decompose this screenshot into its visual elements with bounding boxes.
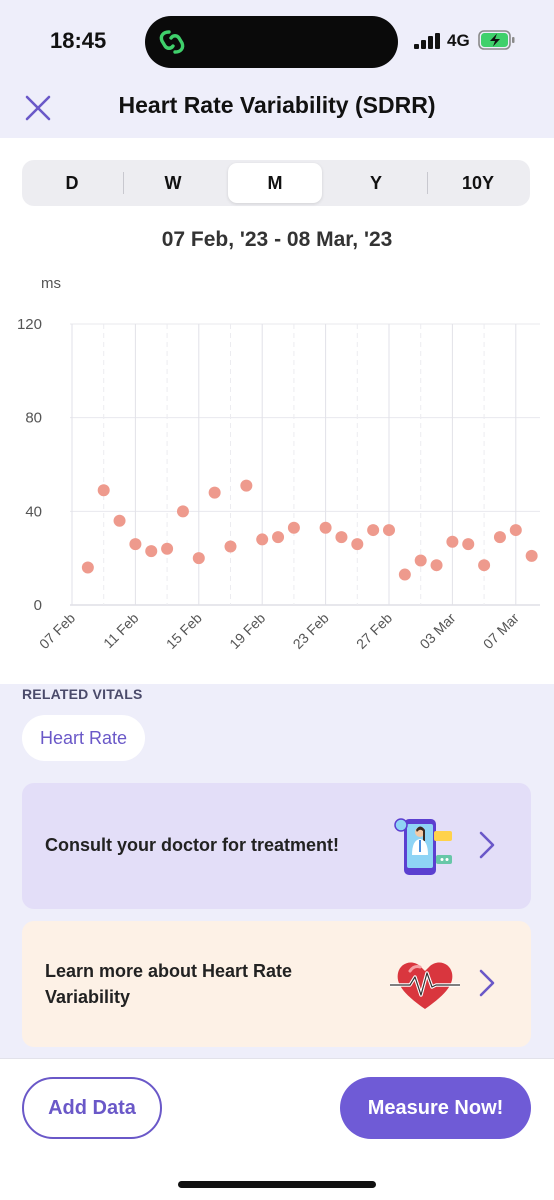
hrv-scatter-chart: 0 40 80 120 07 Feb 11 Feb 15 Feb 19 Feb 23 Feb 2… <box>17 275 540 652</box>
chevron-right-icon <box>479 969 495 997</box>
tab-week[interactable]: W <box>164 172 182 193</box>
data-point[interactable] <box>335 531 348 544</box>
header: Heart Rate Variability (SDRR) <box>0 80 554 138</box>
data-point[interactable] <box>113 514 126 527</box>
data-point[interactable] <box>145 545 158 558</box>
network-label: 4G <box>447 31 470 50</box>
dynamic-island <box>145 16 398 68</box>
data-point[interactable] <box>478 559 491 572</box>
data-point[interactable] <box>351 538 364 551</box>
data-point[interactable] <box>97 484 110 497</box>
x-tick-label: 23 Feb <box>290 610 332 652</box>
x-tick-label: 07 Feb <box>36 610 78 652</box>
related-vitals-label: RELATED VITALS <box>22 686 143 702</box>
data-point[interactable] <box>446 535 459 548</box>
consult-doctor-card[interactable]: Consult your doctor for treatment! <box>22 783 531 909</box>
data-point[interactable] <box>176 505 189 518</box>
tab-day[interactable]: D <box>65 172 79 193</box>
x-tick-label: 27 Feb <box>353 610 395 652</box>
data-point[interactable] <box>240 479 253 492</box>
chevron-right-icon <box>479 831 495 859</box>
data-point[interactable] <box>367 524 380 537</box>
y-tick-label: 120 <box>17 316 42 333</box>
data-point[interactable] <box>398 568 411 581</box>
data-point[interactable] <box>192 552 205 565</box>
status-time: 18:45 <box>50 28 107 53</box>
data-point[interactable] <box>525 549 538 562</box>
data-point[interactable] <box>256 533 269 546</box>
data-point[interactable] <box>224 540 237 553</box>
y-tick-label: 40 <box>25 503 42 520</box>
x-tick-label: 19 Feb <box>226 610 268 652</box>
data-point[interactable] <box>208 486 221 499</box>
y-tick-label: 0 <box>34 597 42 614</box>
doctor-phone-icon <box>394 818 452 875</box>
learn-hrv-text: Learn more about Heart Rate Variability <box>45 961 293 1007</box>
data-point[interactable] <box>493 531 506 544</box>
chart-card: D W M Y 10Y 07 Feb, '23 - 08 Mar, '23 0 4… <box>0 138 554 684</box>
x-tick-label: 15 Feb <box>163 610 205 652</box>
data-point[interactable] <box>509 524 522 537</box>
data-point[interactable] <box>414 554 427 567</box>
segment-divider <box>123 172 124 194</box>
app-link-icon <box>159 30 185 54</box>
tab-year[interactable]: Y <box>369 172 382 193</box>
data-point[interactable] <box>272 531 285 544</box>
home-indicator <box>178 1181 376 1188</box>
signal-bars-icon <box>414 33 440 49</box>
y-tick-label: 80 <box>25 410 42 427</box>
tab-10-years[interactable]: 10Y <box>461 172 495 193</box>
measure-now-button[interactable]: Measure Now! <box>340 1077 531 1139</box>
x-tick-label: 03 Mar <box>416 610 458 652</box>
date-range: 07 Feb, '23 - 08 Mar, '23 <box>161 228 393 251</box>
status-bar: 18:45 4G <box>0 0 554 80</box>
data-point[interactable] <box>287 521 300 534</box>
tab-month[interactable]: M <box>228 163 322 203</box>
close-button[interactable] <box>20 90 56 126</box>
consult-doctor-text: Consult your doctor for treatment! <box>45 835 340 855</box>
heart-pulse-icon <box>390 962 460 1009</box>
data-point[interactable] <box>129 538 142 551</box>
y-axis-label: ms <box>41 275 61 292</box>
data-point[interactable] <box>430 559 443 572</box>
data-point[interactable] <box>319 521 332 534</box>
battery-charging-icon <box>478 30 515 50</box>
x-tick-label: 07 Mar <box>480 610 522 652</box>
data-point[interactable] <box>81 561 94 574</box>
bottom-action-bar: Add Data Measure Now! <box>0 1058 554 1200</box>
range-selector: D W M Y 10Y <box>22 160 530 206</box>
data-point[interactable] <box>462 538 475 551</box>
close-icon <box>25 95 51 121</box>
x-tick-label: 11 Feb <box>100 610 142 652</box>
add-data-button[interactable]: Add Data <box>22 1077 162 1139</box>
data-point[interactable] <box>383 524 395 537</box>
chip-heart-rate[interactable]: Heart Rate <box>22 715 146 761</box>
page-title: Heart Rate Variability (SDRR) <box>118 92 436 118</box>
data-point[interactable] <box>161 542 174 555</box>
learn-hrv-card[interactable]: Learn more about Heart Rate Variability <box>22 921 531 1047</box>
segment-divider <box>427 172 428 194</box>
